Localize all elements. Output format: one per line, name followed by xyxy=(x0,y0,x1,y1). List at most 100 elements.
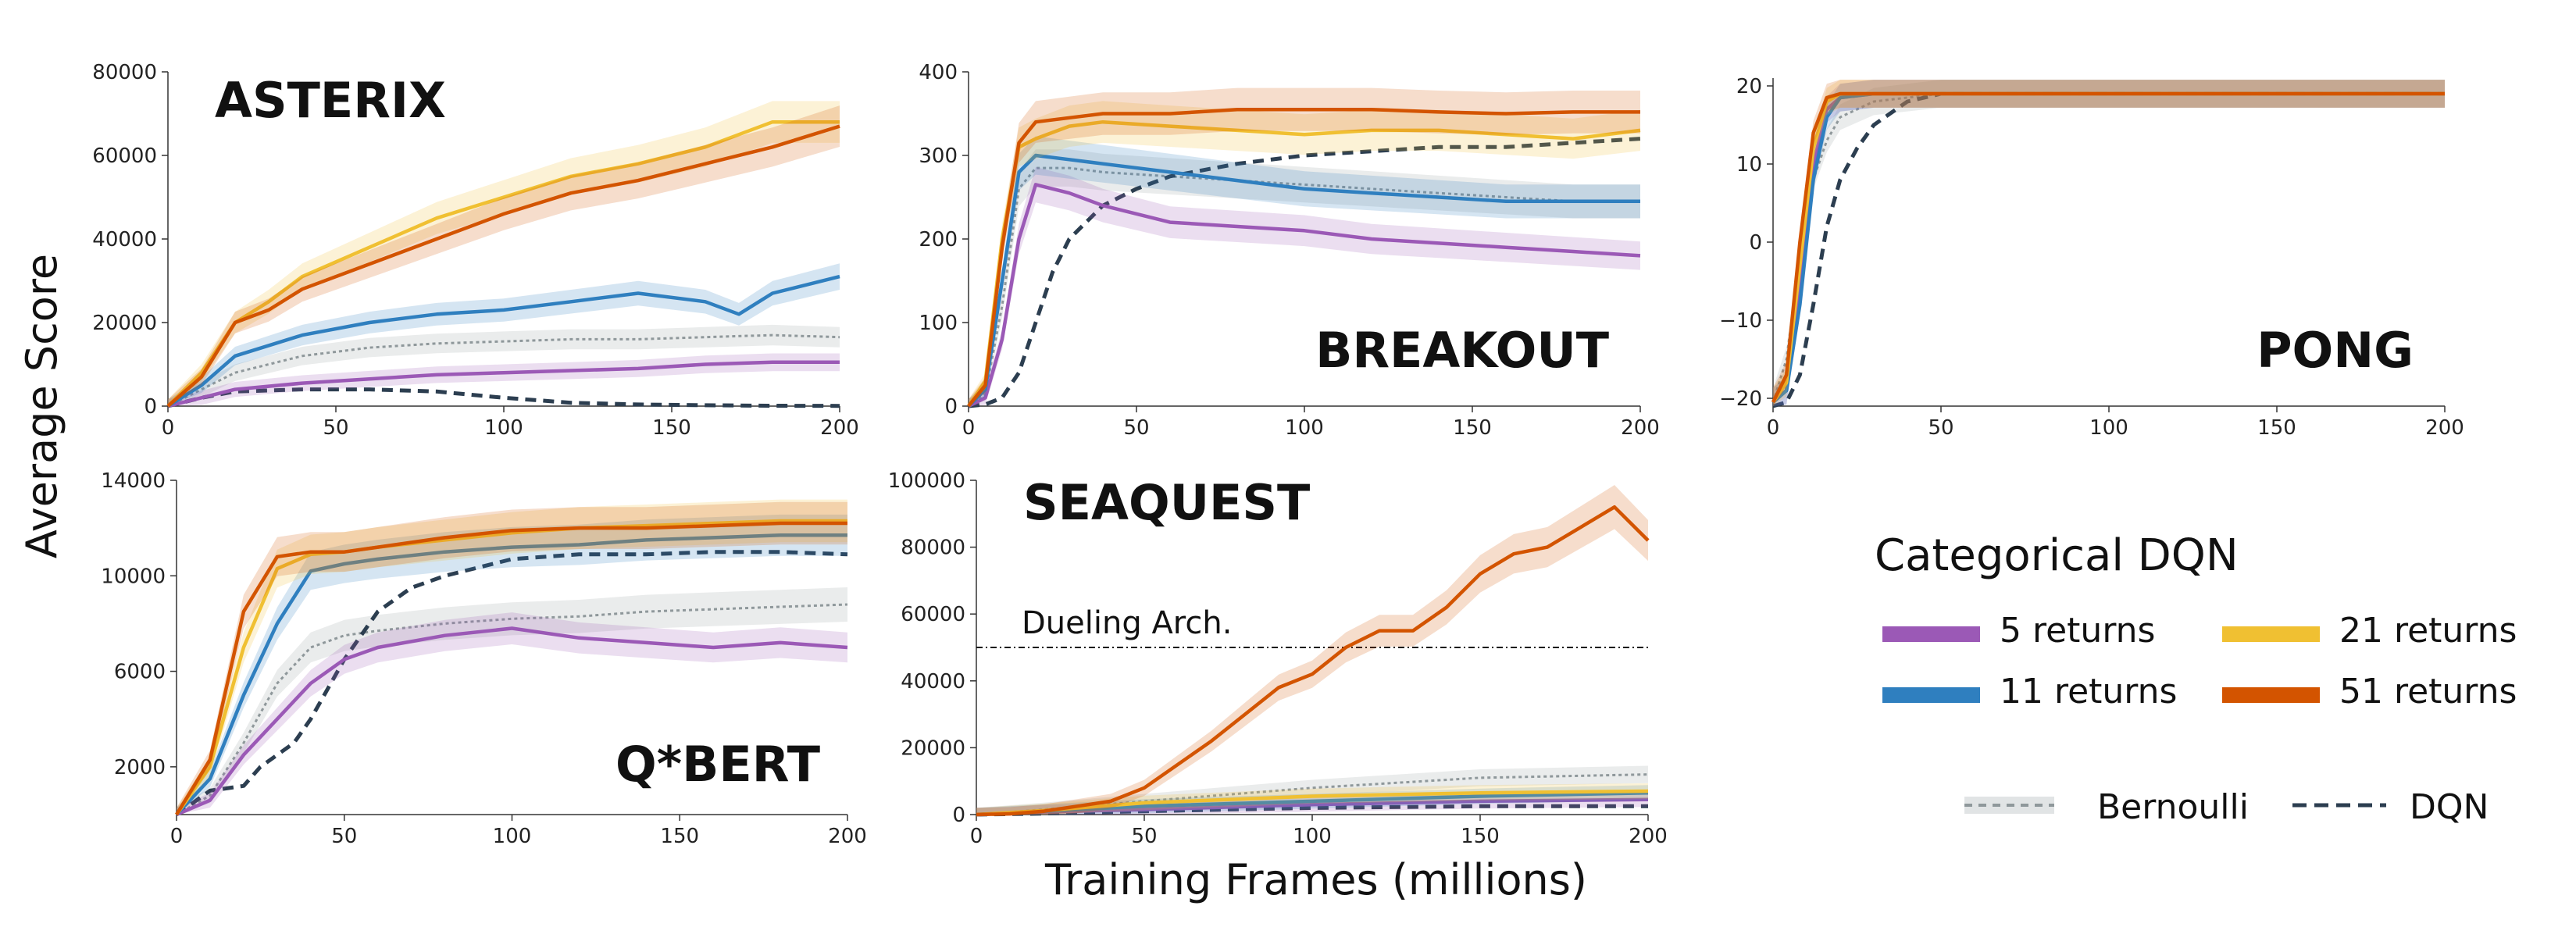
y-tick-label: 2000 xyxy=(114,756,166,779)
legend: Categorical DQN 5 returns 21 returns 11 re… xyxy=(1875,530,2517,827)
panel-title: Q*BERT xyxy=(615,736,820,793)
panel-title: PONG xyxy=(2257,322,2414,379)
y-tick-label: 20000 xyxy=(92,312,157,335)
panel-qbert: 0 50 100 150 200 2000 6000 10000 14000 Q*BERT xyxy=(101,469,867,848)
legend-item-dqn: DQN xyxy=(2292,787,2489,827)
x-tick-label: 0 xyxy=(170,825,184,848)
series-band-r21 xyxy=(168,101,840,406)
x-tick-label: 150 xyxy=(1453,416,1492,440)
x-tick-label: 50 xyxy=(1928,416,1953,440)
y-tick-label: 0 xyxy=(144,395,157,419)
x-tick-label: 200 xyxy=(2425,416,2464,440)
series-band-bern xyxy=(168,324,840,406)
series-line-bern xyxy=(167,333,840,408)
y-tick-label: 80000 xyxy=(92,61,157,84)
y-tick-label: −10 xyxy=(1719,309,1762,333)
x-tick-label: 150 xyxy=(652,416,691,440)
y-tick-label: 100000 xyxy=(888,469,965,493)
y-tick-label: 10 xyxy=(1736,153,1762,177)
y-tick-label: 0 xyxy=(944,395,958,419)
series-line-dqn xyxy=(968,137,1641,408)
y-tick-label: −20 xyxy=(1719,387,1762,411)
series-line-bern xyxy=(176,603,848,816)
legend-label: 21 returns xyxy=(2339,611,2517,651)
y-tick-label: 40000 xyxy=(92,228,157,251)
y-axis-title: Average Score xyxy=(17,254,66,558)
legend-label: 11 returns xyxy=(2000,672,2177,711)
series-band-r51 xyxy=(177,501,847,815)
legend-title: Categorical DQN xyxy=(1875,530,2239,581)
panel-title: SEAQUEST xyxy=(1023,474,1310,531)
y-tick-label: 400 xyxy=(919,61,958,84)
series-band-bern xyxy=(969,149,1640,406)
legend-label: 5 returns xyxy=(2000,611,2155,651)
series-line-dqn xyxy=(1772,91,2445,408)
series-line-r5 xyxy=(167,360,840,408)
series-band-r51 xyxy=(168,105,840,406)
x-tick-label: 150 xyxy=(2257,416,2296,440)
panel-pong: 0 50 100 150 200 −20 −10 0 10 20 PONG xyxy=(1719,75,2464,440)
legend-swatch xyxy=(2222,626,2320,642)
x-tick-label: 150 xyxy=(1461,825,1500,848)
series-band-r5 xyxy=(177,612,847,815)
legend-items: 5 returns 21 returns 11 returns 51 returns B… xyxy=(1882,611,2517,827)
legend-swatch xyxy=(2222,687,2320,703)
reference-line-label: Dueling Arch. xyxy=(1022,605,1232,641)
legend-item-r11: 11 returns xyxy=(1882,672,2177,711)
series-line-r11 xyxy=(175,533,847,816)
y-tick-label: 40000 xyxy=(901,670,965,694)
panel-seaquest: 0 50 100 150 200 0 20000 40000 60000 80000 100000 D… xyxy=(888,469,1668,848)
x-tick-label: 50 xyxy=(1123,416,1149,440)
series-band-r51 xyxy=(969,87,1640,406)
series-line-r51 xyxy=(976,505,1650,817)
x-tick-label: 200 xyxy=(820,416,859,440)
x-tick-label: 0 xyxy=(962,416,976,440)
series-line-r5 xyxy=(176,626,848,817)
legend-item-bern: Bernoulli xyxy=(1964,787,2249,827)
series-band-r11 xyxy=(177,514,847,815)
panel-title: BREAKOUT xyxy=(1315,322,1609,379)
x-tick-label: 0 xyxy=(970,825,983,848)
series-line-r11 xyxy=(967,153,1640,408)
series-band-bern xyxy=(1773,80,2445,406)
series-line-bern xyxy=(976,773,1649,816)
series-band-r21 xyxy=(177,499,847,815)
x-tick-label: 100 xyxy=(1293,825,1332,848)
series-band-r51 xyxy=(976,485,1648,815)
y-tick-label: 6000 xyxy=(114,661,166,684)
x-tick-label: 150 xyxy=(660,825,699,848)
y-tick-label: 300 xyxy=(919,144,958,168)
legend-label: 51 returns xyxy=(2339,672,2517,711)
y-tick-label: 80000 xyxy=(901,537,965,560)
x-tick-label: 0 xyxy=(162,416,175,440)
y-tick-label: 0 xyxy=(952,804,965,827)
x-axis-title: Training Frames (millions) xyxy=(1044,855,1587,904)
legend-label: DQN xyxy=(2410,787,2489,827)
legend-swatch xyxy=(1882,626,1980,642)
y-tick-label: 100 xyxy=(919,312,958,335)
legend-item-r21: 21 returns xyxy=(2222,611,2517,651)
y-tick-label: 14000 xyxy=(101,469,166,493)
series-line-dqn xyxy=(175,550,848,817)
y-tick-label: 60000 xyxy=(92,144,157,168)
series-line-r11 xyxy=(166,274,840,408)
legend-item-r51: 51 returns xyxy=(2222,672,2517,711)
x-tick-label: 50 xyxy=(1131,825,1157,848)
panel-breakout: 0 50 100 150 200 0 100 200 300 400 BREAKOUT xyxy=(919,61,1659,440)
x-tick-label: 100 xyxy=(484,416,523,440)
y-tick-label: 20000 xyxy=(901,736,965,760)
panel-asterix: 0 50 100 150 200 0 20000 40000 60000 80000 ASTERIX xyxy=(92,61,859,440)
series-band-r5 xyxy=(969,166,1640,406)
x-tick-label: 200 xyxy=(828,825,867,848)
series-line-r51 xyxy=(166,124,840,408)
x-tick-label: 200 xyxy=(1629,825,1668,848)
series-band-r21 xyxy=(969,101,1640,406)
y-tick-label: 60000 xyxy=(901,603,965,626)
x-tick-label: 200 xyxy=(1621,416,1660,440)
y-tick-label: 0 xyxy=(1749,231,1762,255)
series-line-r51 xyxy=(1771,91,2445,403)
legend-item-r5: 5 returns xyxy=(1882,611,2155,651)
series-band-r11 xyxy=(969,136,1640,406)
